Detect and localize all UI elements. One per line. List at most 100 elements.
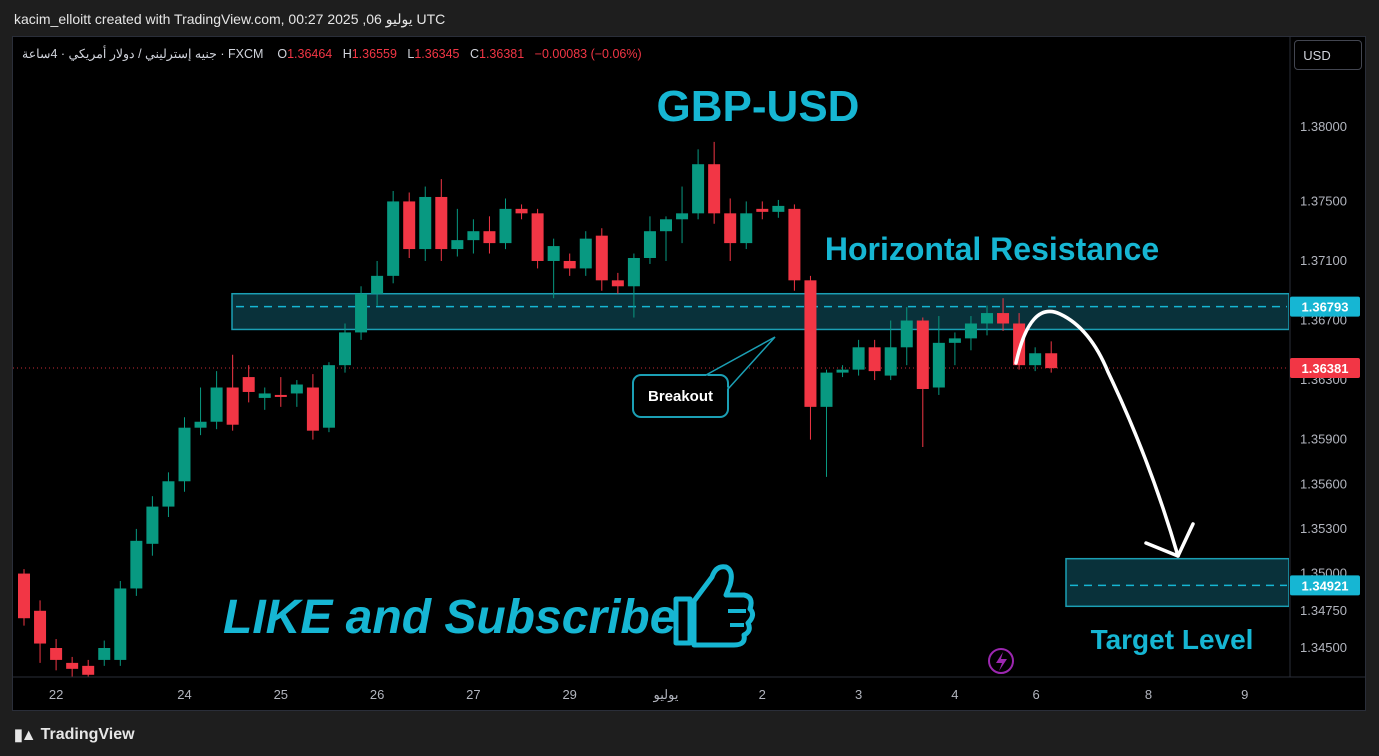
resistance-zone <box>231 292 1289 331</box>
candle-body <box>724 213 737 244</box>
candle-21 <box>355 286 368 340</box>
candle-20 <box>339 323 351 373</box>
candle-47 <box>772 199 785 218</box>
legend-high-label: H <box>342 47 352 61</box>
candle-body <box>932 342 945 388</box>
candle-body <box>210 387 223 422</box>
candle-body <box>242 377 255 392</box>
tradingview-logo[interactable]: ▮▲ TradingView <box>14 725 135 745</box>
candle-49 <box>804 275 817 440</box>
candle-body <box>435 196 448 250</box>
price-label-box-0 <box>1290 296 1360 317</box>
candle-50 <box>820 369 833 477</box>
candle-body <box>371 275 384 294</box>
legend-open-label: O <box>277 47 288 61</box>
candle-59 <box>964 316 977 351</box>
time-tick-10: 6 <box>1033 687 1040 702</box>
thumbs-up-hand <box>691 564 756 648</box>
price-tick-1: 1.37500 <box>1300 193 1347 208</box>
candle-body <box>563 260 576 269</box>
candle-body <box>852 347 865 370</box>
candle-35 <box>579 231 592 276</box>
candle-8 <box>146 496 159 556</box>
legend-open-value: 1.36464 <box>287 47 333 61</box>
candle-body <box>194 421 207 428</box>
candle-body <box>515 208 528 214</box>
candle-body <box>18 573 30 619</box>
candle-29 <box>483 216 496 254</box>
candle-57 <box>932 316 945 395</box>
candle-18 <box>306 374 319 440</box>
candle-body <box>451 240 464 250</box>
legend-low-value: 1.36345 <box>414 47 460 61</box>
legend-close-label: C <box>469 47 479 61</box>
candle-43 <box>708 141 721 224</box>
candle-64 <box>1045 341 1058 373</box>
candle-body <box>804 280 817 407</box>
candle-body <box>547 246 560 261</box>
candle-body <box>756 208 769 212</box>
candle-body <box>50 648 63 660</box>
candle-62 <box>1013 313 1026 370</box>
candle-body <box>1013 323 1026 366</box>
candle-body <box>611 280 624 287</box>
candle-33 <box>547 238 560 299</box>
candle-body <box>499 208 512 244</box>
candle-24 <box>403 192 416 258</box>
candle-body <box>660 219 672 232</box>
candle-22 <box>371 260 384 306</box>
candle-38 <box>627 253 640 318</box>
time-tick-0: 22 <box>49 687 63 702</box>
candle-3 <box>66 656 79 677</box>
candle-body <box>226 387 239 425</box>
legend-low-label: L <box>407 47 415 61</box>
candle-25 <box>419 186 432 261</box>
candle-48 <box>788 204 801 291</box>
candle-body <box>387 201 400 276</box>
candle-14 <box>242 365 255 403</box>
candle-body <box>579 238 592 269</box>
candle-36 <box>595 228 608 291</box>
price-label-box-1 <box>1290 357 1360 378</box>
candle-13 <box>226 354 239 431</box>
candle-16 <box>274 377 287 407</box>
bottom-bar: ▮▲ TradingView <box>0 712 1379 756</box>
candle-body <box>322 365 335 428</box>
candle-body <box>997 313 1010 324</box>
candle-1 <box>34 600 47 663</box>
legend-high-value: 1.36559 <box>351 47 397 61</box>
chart-title: GBP-USD <box>657 82 860 131</box>
legend-symbol[interactable]: جنيه إسترليني / دولار أمريكي · 4ساعة · F… <box>22 47 264 61</box>
tradingview-brand: TradingView <box>40 726 135 743</box>
candle-12 <box>210 371 223 430</box>
candle-body <box>483 231 496 244</box>
legend-change: −0.00083 (−0.06%) <box>534 47 642 61</box>
breakout-label: Breakout <box>648 388 713 405</box>
candle-37 <box>611 272 624 294</box>
candle-body <box>34 610 47 644</box>
candle-45 <box>740 201 753 250</box>
candle-body <box>708 164 721 214</box>
currency-button[interactable]: USD <box>1294 40 1362 70</box>
candle-body <box>595 235 608 281</box>
candle-body <box>114 588 127 660</box>
candle-body <box>339 332 351 366</box>
candle-19 <box>322 362 335 433</box>
candle-body <box>130 540 143 589</box>
time-tick-7: 2 <box>759 687 766 702</box>
candle-body <box>531 213 544 261</box>
candle-31 <box>515 204 528 220</box>
thumbs-up-fingers <box>728 609 746 627</box>
time-tick-12: 9 <box>1241 687 1248 702</box>
candle-46 <box>756 201 769 220</box>
tradingview-logo-icon: ▮▲ <box>14 727 37 744</box>
candle-7 <box>130 528 143 596</box>
candle-11 <box>194 387 207 436</box>
price-tick-10: 1.34500 <box>1300 640 1347 655</box>
target-label: Target Level <box>1091 624 1254 655</box>
candle-2 <box>50 639 63 671</box>
time-tick-11: 8 <box>1145 687 1152 702</box>
candle-42 <box>692 149 705 220</box>
price-tick-2: 1.37100 <box>1300 253 1347 268</box>
